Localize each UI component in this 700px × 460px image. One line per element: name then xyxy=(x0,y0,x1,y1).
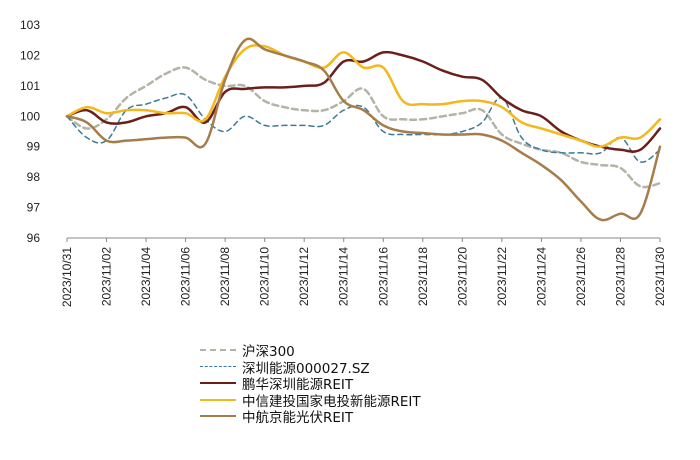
y-tick-label: 96 xyxy=(27,231,41,245)
y-tick-label: 98 xyxy=(27,170,41,184)
legend: 沪深300 深圳能源000027.SZ 鹏华深圳能源REIT 中信建投国家电投新能源R… xyxy=(200,342,421,427)
x-tick-label: 2023/11/22 xyxy=(495,247,509,306)
legend-item: 中航京能光伏REIT xyxy=(200,408,421,427)
legend-item: 沪深300 xyxy=(200,342,421,361)
x-axis-ticks: 2023/10/31 2023/11/02 2023/11/04 2023/11/06… xyxy=(60,238,667,307)
y-axis-ticks: 96 97 98 99 100 101 102 103 xyxy=(20,18,40,245)
x-tick-label: 2023/11/30 xyxy=(653,247,667,306)
legend-label: 中航京能光伏REIT xyxy=(242,410,354,427)
series-line-4 xyxy=(65,44,662,148)
legend-swatch xyxy=(200,366,236,368)
legend-label: 深圳能源000027.SZ xyxy=(242,360,370,377)
x-tick-label: 2023/10/31 xyxy=(60,247,74,307)
x-tick-label: 2023/11/10 xyxy=(258,247,272,306)
x-tick-label: 2023/11/12 xyxy=(297,247,311,306)
x-tick-label: 2023/11/28 xyxy=(614,247,628,306)
x-tick-label: 2023/11/20 xyxy=(455,247,469,306)
series-line-1 xyxy=(65,66,662,189)
x-tick-label: 2023/11/04 xyxy=(139,247,153,306)
series-line-5 xyxy=(65,37,662,222)
legend-swatch xyxy=(200,398,236,401)
y-tick-label: 101 xyxy=(20,79,40,93)
y-tick-label: 100 xyxy=(20,109,40,123)
legend-label: 鹏华深圳能源REIT xyxy=(242,377,354,394)
y-tick-label: 97 xyxy=(27,201,41,215)
y-tick-label: 103 xyxy=(20,18,40,32)
legend-swatch xyxy=(200,349,236,352)
line-chart: 96 97 98 99 100 101 102 103 2023/10/31 2023/11/0… xyxy=(20,18,667,307)
y-tick-label: 102 xyxy=(20,48,40,62)
x-tick-label: 2023/11/24 xyxy=(534,247,548,306)
x-tick-label: 2023/11/26 xyxy=(574,247,588,306)
x-tick-label: 2023/11/02 xyxy=(100,247,114,306)
series-layer xyxy=(65,37,662,222)
x-tick-label: 2023/11/16 xyxy=(376,247,390,306)
x-tick-label: 2023/11/18 xyxy=(416,247,430,306)
legend-label: 中信建投国家电投新能源REIT xyxy=(242,393,421,410)
x-tick-label: 2023/11/06 xyxy=(179,247,193,306)
y-tick-label: 99 xyxy=(27,140,41,154)
legend-label: 沪深300 xyxy=(242,344,295,361)
series-line-2 xyxy=(66,92,661,163)
legend-item: 鹏华深圳能源REIT xyxy=(200,375,421,394)
x-tick-label: 2023/11/14 xyxy=(337,247,351,306)
legend-item: 中信建投国家电投新能源REIT xyxy=(200,392,421,410)
legend-swatch xyxy=(200,382,236,385)
legend-swatch xyxy=(200,415,236,418)
legend-item: 深圳能源000027.SZ xyxy=(200,359,421,377)
x-tick-label: 2023/11/08 xyxy=(218,247,232,306)
